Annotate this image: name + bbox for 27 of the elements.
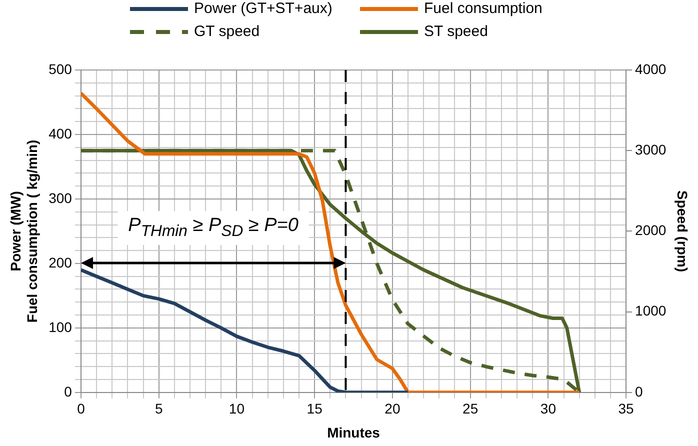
y-tick-label: 400 bbox=[48, 125, 72, 142]
y2-tick-label: 2000 bbox=[635, 222, 666, 238]
x-tick-label: 0 bbox=[77, 400, 86, 417]
y2-tick-label: 0 bbox=[635, 383, 644, 400]
x-tick-label: 10 bbox=[228, 400, 245, 417]
y2-tick-label: 3000 bbox=[635, 141, 666, 158]
annotation: P$_{THmin}$ ≥ P$_{SD}$ ≥ P=0 bbox=[118, 211, 308, 246]
legend-label: Fuel consumption bbox=[424, 0, 542, 17]
x-tick-label: 35 bbox=[618, 400, 634, 417]
y-tick-label: 200 bbox=[48, 254, 72, 270]
legend-label: Power (GT+ST+aux) bbox=[194, 0, 332, 17]
y2-axis-title: Speed (rpm) bbox=[674, 190, 691, 272]
y2-tick-label: 1000 bbox=[635, 302, 666, 319]
y-tick-label: 0 bbox=[64, 383, 72, 400]
x-tick-label: 15 bbox=[306, 400, 323, 417]
x-tick-label: 20 bbox=[384, 400, 400, 417]
y-tick-label: 100 bbox=[48, 318, 72, 335]
x-tick-label: 25 bbox=[462, 400, 478, 417]
y-axis-title: Power (MW) Fuel consumption ( kg/min) bbox=[7, 140, 40, 323]
legend-label: GT speed bbox=[194, 23, 260, 40]
x-axis-title: Minutes bbox=[327, 424, 380, 440]
y-tick-label: 300 bbox=[48, 190, 72, 206]
x-tick-label: 5 bbox=[154, 400, 163, 417]
legend-label: ST speed bbox=[424, 23, 488, 40]
y2-tick-label: 4000 bbox=[635, 60, 666, 77]
y-tick-label: 500 bbox=[48, 60, 72, 77]
x-tick-label: 30 bbox=[540, 400, 556, 417]
